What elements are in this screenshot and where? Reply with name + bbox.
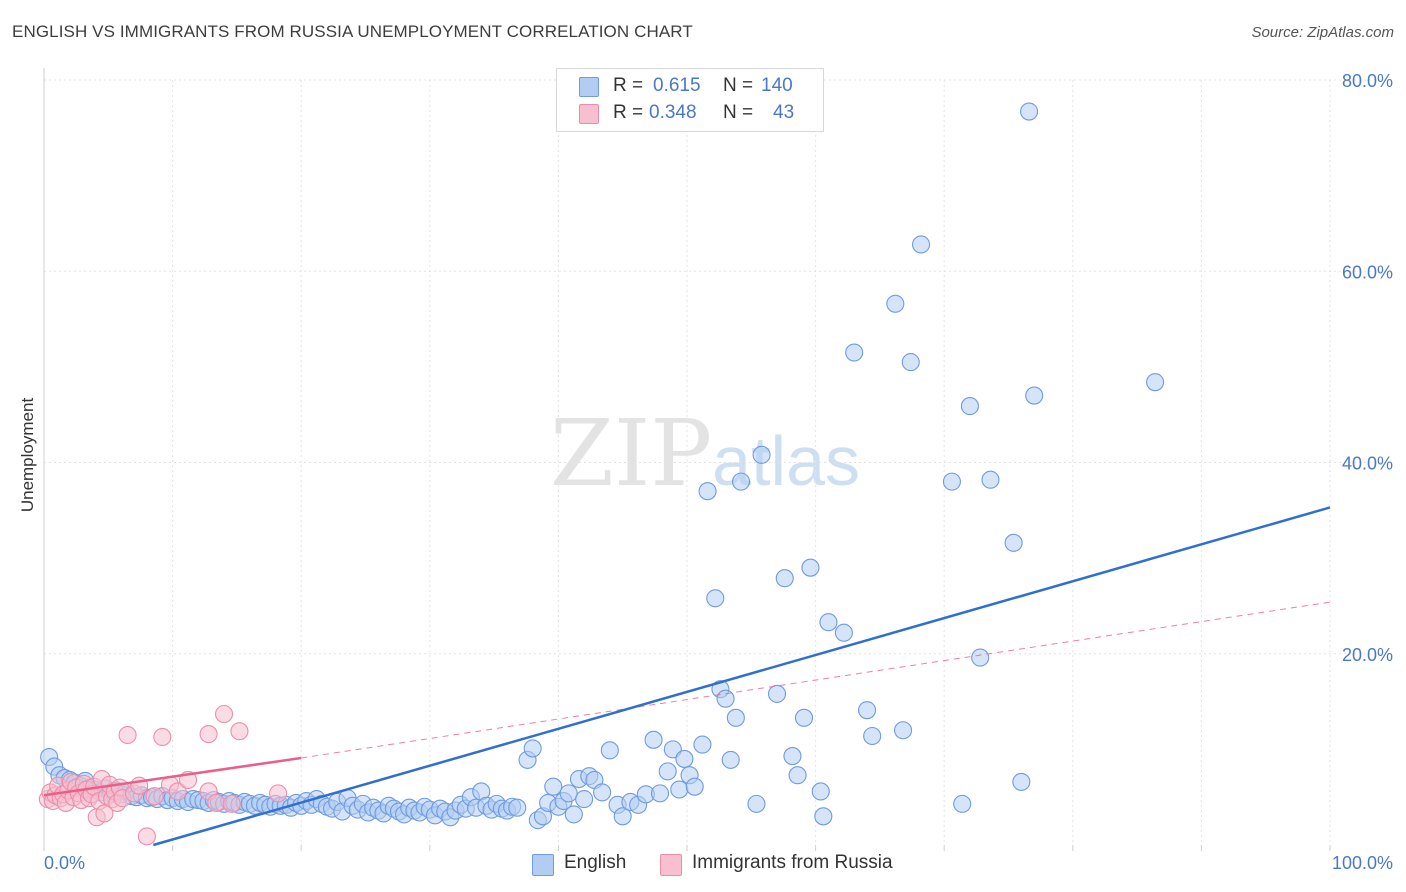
english-point <box>942 472 961 491</box>
english-point <box>575 790 594 809</box>
english-point <box>706 589 725 608</box>
x-tick-label: 0.0% <box>44 853 85 873</box>
x-tick-label: 100.0% <box>1332 853 1393 873</box>
english-point <box>788 766 807 785</box>
english-point <box>886 294 905 313</box>
english-point <box>1025 386 1044 405</box>
legend-english-swatch <box>532 854 554 876</box>
russia-trend-line <box>43 756 302 797</box>
english-n-label: N = <box>723 75 754 96</box>
english-trend-line <box>152 506 1331 847</box>
russia-point <box>168 782 187 801</box>
russia-point <box>269 784 288 803</box>
russia-point <box>145 787 164 806</box>
english-point <box>613 807 632 826</box>
english-point <box>508 798 527 817</box>
english-point <box>783 747 802 766</box>
english-point <box>801 558 820 577</box>
russia-point <box>207 793 226 812</box>
chart-source: Source: ZipAtlas.com <box>1251 24 1394 41</box>
russia-point <box>95 804 114 823</box>
english-point <box>814 807 833 826</box>
english-n-value: 140 <box>761 75 793 96</box>
english-point <box>670 780 689 799</box>
english-point <box>747 794 766 813</box>
russia-n-label: N = <box>723 102 754 123</box>
english-point <box>726 708 745 727</box>
english-point <box>953 794 972 813</box>
english-point <box>716 689 735 708</box>
english-point <box>693 735 712 754</box>
y-tick-label: 60.0% <box>1342 262 1393 282</box>
english-point <box>1146 373 1165 392</box>
russia-point <box>137 827 156 846</box>
russia-n-value: 43 <box>773 102 795 123</box>
english-point <box>767 684 787 703</box>
english-point <box>731 472 751 491</box>
english-point <box>775 569 794 588</box>
y-tick-label: 80.0% <box>1342 71 1393 91</box>
russia-point <box>222 794 241 813</box>
english-point <box>981 470 1000 489</box>
y-tick-label: 40.0% <box>1342 454 1393 474</box>
russia-point <box>153 727 172 746</box>
english-point <box>698 482 717 501</box>
english-point <box>544 777 563 796</box>
english-point <box>912 235 931 254</box>
english-point <box>675 749 694 768</box>
english-point <box>971 648 990 667</box>
english-point <box>893 721 913 740</box>
stats-legend: R = 0.615 N = 140 R = 0.348 N = 43 <box>556 68 824 132</box>
english-point <box>901 353 920 372</box>
russia-r-value: 0.348 <box>649 102 697 123</box>
russia-point <box>199 725 218 744</box>
english-point <box>644 730 663 749</box>
english-point <box>685 777 704 796</box>
russia-r-label: R = <box>613 102 644 123</box>
english-point <box>564 805 583 824</box>
russia-point <box>214 704 234 724</box>
english-point <box>721 750 740 769</box>
english-point <box>811 782 830 801</box>
watermark-zip: ZIP <box>550 400 713 507</box>
english-point <box>857 701 877 720</box>
watermark: ZIPatlas <box>550 400 860 507</box>
english-point <box>845 343 864 362</box>
english-point <box>559 784 578 803</box>
english-point <box>523 739 542 758</box>
english-point <box>1012 772 1031 791</box>
english-swatch <box>579 77 599 97</box>
english-point <box>600 741 619 760</box>
english-r-value: 0.615 <box>653 75 701 96</box>
english-point <box>593 783 612 802</box>
english-point <box>658 762 677 781</box>
english-point <box>650 784 670 803</box>
english-point <box>819 613 838 632</box>
english-point <box>752 445 771 464</box>
y-tick-label: 20.0% <box>1342 645 1393 665</box>
legend-russia-label: Immigrants from Russia <box>692 852 893 873</box>
english-point <box>960 397 979 416</box>
english-point <box>1004 533 1023 552</box>
russia-point <box>118 725 137 745</box>
russia-point <box>230 722 249 741</box>
english-point <box>863 726 882 746</box>
legend-english-label: English <box>564 852 627 873</box>
russia-swatch <box>579 104 599 124</box>
legend-russia-swatch <box>660 854 682 876</box>
english-point <box>794 708 814 727</box>
y-axis-label: Unemployment <box>18 397 37 513</box>
english-point <box>834 623 853 642</box>
english-r-label: R = <box>613 75 644 96</box>
english-point <box>1020 102 1039 121</box>
russia-trend-extension <box>301 601 1331 759</box>
chart-title: ENGLISH VS IMMIGRANTS FROM RUSSIA UNEMPL… <box>12 22 693 41</box>
